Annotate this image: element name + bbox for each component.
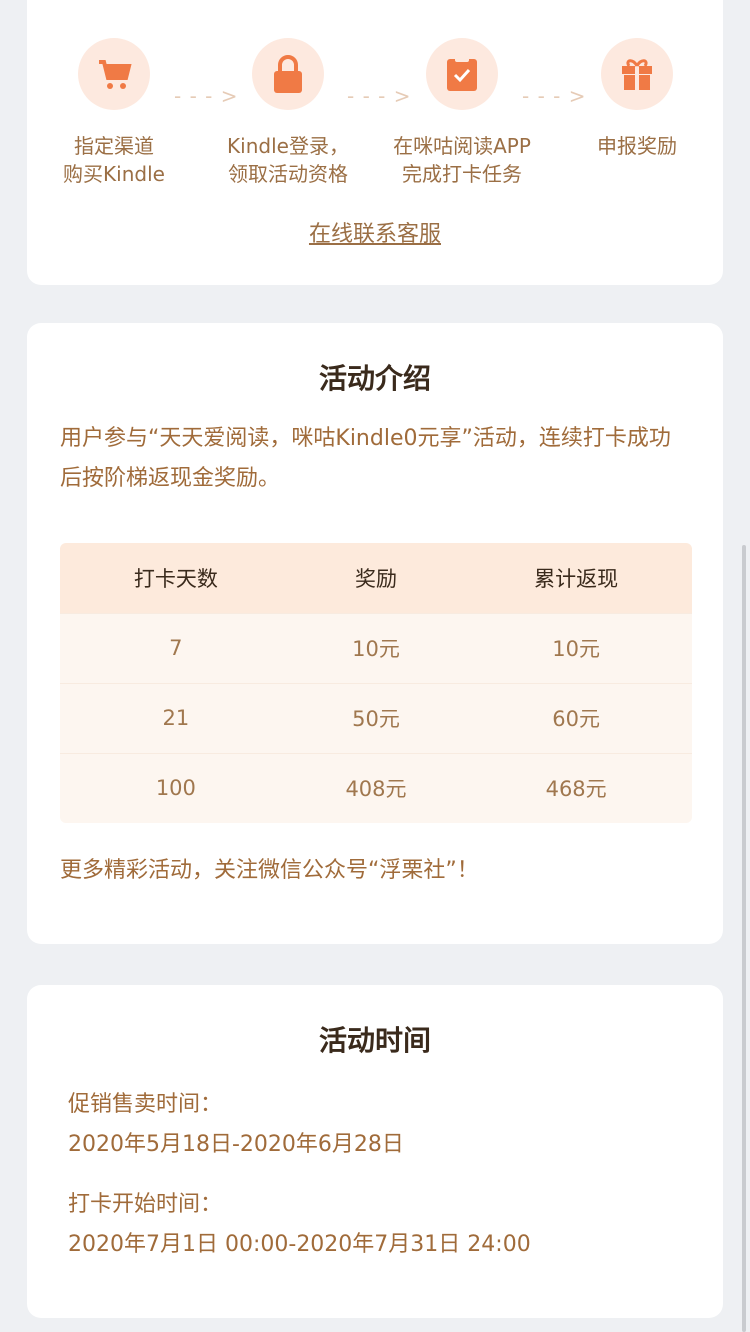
cell: 10元 <box>291 612 461 683</box>
step-label: 在咪咕阅读APP <box>393 134 531 158</box>
reward-table: 打卡天数 奖励 累计返现 7 10元 10元 21 50元 60元 100 408元 468… <box>60 543 692 823</box>
arrow-icon: - - - > <box>522 84 587 108</box>
intro-description: 用户参与“天天爱阅读，咪咕Kindle0元享”活动，连续打卡成功后按阶梯返现金奖… <box>60 426 671 491</box>
table-row: 7 10元 10元 <box>60 612 692 683</box>
column-header: 奖励 <box>291 543 461 613</box>
column-header: 累计返现 <box>460 543 692 613</box>
gift-icon <box>601 38 673 110</box>
intro-card: 活动介绍 用户参与“天天爱阅读，咪咕Kindle0元享”活动，连续打卡成功后按阶… <box>27 323 723 944</box>
step-label: 申报奖励 <box>597 134 677 158</box>
checkin-time: 打卡开始时间： 2020年7月1日 00:00-2020年7月31日 24:00 <box>68 1185 698 1265</box>
cell: 100 <box>60 752 292 823</box>
lock-icon <box>252 38 324 110</box>
step-login: Kindle登录， 领取活动资格 <box>203 38 373 188</box>
cell: 10元 <box>460 612 692 683</box>
clipboard-check-icon <box>426 38 498 110</box>
arrow-icon: - - - > <box>174 84 239 108</box>
table-header: 打卡天数 奖励 累计返现 <box>60 543 692 613</box>
arrow-icon: - - - > <box>347 84 412 108</box>
sale-time-label: 促销售卖时间： <box>68 1092 223 1117</box>
sale-time: 促销售卖时间： 2020年5月18日-2020年6月28日 <box>68 1085 698 1165</box>
steps-card: 指定渠道购买Kindle - - - > Kindle登录， 领取活动资格 - -… <box>27 0 723 285</box>
step-buy: 指定渠道购买Kindle <box>29 38 199 188</box>
table-row: 21 50元 60元 <box>60 682 692 753</box>
scrollbar[interactable] <box>742 545 746 1332</box>
checkin-time-label: 打卡开始时间： <box>68 1192 223 1217</box>
step-label: 指定渠道 <box>74 134 154 158</box>
step-label: Kindle登录， <box>227 134 349 158</box>
cell: 7 <box>60 612 292 683</box>
intro-title: 活动介绍 <box>318 362 431 395</box>
step-checkin: 在咪咕阅读APP 完成打卡任务 <box>377 38 547 188</box>
sale-time-value: 2020年5月18日-2020年6月28日 <box>68 1132 404 1157</box>
cell: 468元 <box>460 752 692 823</box>
step-label: 购买Kindle <box>63 162 165 186</box>
table-row: 100 408元 468元 <box>60 752 692 823</box>
contact-service-link[interactable]: 在线联系客服 <box>308 222 441 247</box>
intro-footer: 更多精彩活动，关注微信公众号“浮栗社”！ <box>60 858 479 883</box>
cell: 408元 <box>291 752 461 823</box>
cell: 60元 <box>460 682 692 753</box>
column-header: 打卡天数 <box>60 543 292 613</box>
checkin-time-value: 2020年7月1日 00:00-2020年7月31日 24:00 <box>68 1232 531 1257</box>
step-label: 完成打卡任务 <box>402 162 522 186</box>
cell: 50元 <box>291 682 461 753</box>
step-claim: 申报奖励 <box>552 38 722 160</box>
cell: 21 <box>60 682 292 753</box>
time-title: 活动时间 <box>318 1024 431 1057</box>
time-card: 活动时间 促销售卖时间： 2020年5月18日-2020年6月28日 打卡开始时… <box>27 985 723 1318</box>
step-label: 领取活动资格 <box>228 162 348 186</box>
cart-icon <box>78 38 150 110</box>
